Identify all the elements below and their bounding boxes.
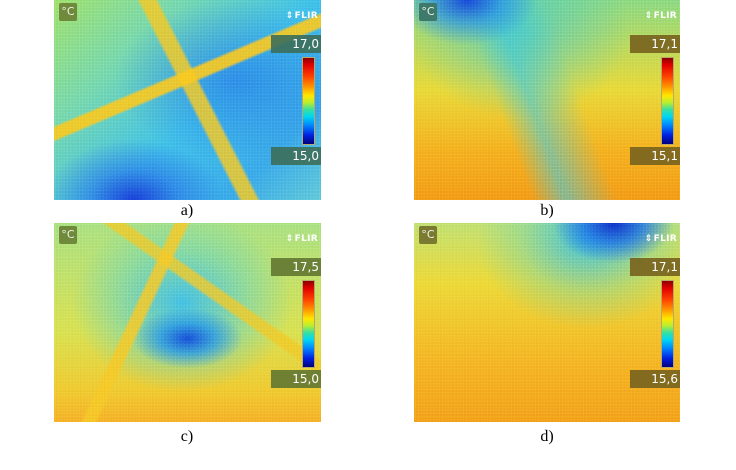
thermal-image-a: °C ⇕ FLIR 17,0 15,0 bbox=[54, 0, 321, 200]
scale-max-value: 17,5 bbox=[271, 258, 321, 276]
temperature-unit-badge: °C bbox=[419, 226, 437, 244]
scale-max-value: 17,1 bbox=[630, 258, 680, 276]
temperature-unit-badge: °C bbox=[419, 3, 437, 21]
caption-c: c) bbox=[180, 428, 194, 445]
brand-text: FLIR bbox=[653, 11, 677, 21]
temperature-colorbar bbox=[302, 280, 315, 368]
temperature-colorbar bbox=[661, 57, 674, 145]
sensor-noise-texture bbox=[414, 0, 680, 200]
scale-max-value: 17,1 bbox=[630, 35, 680, 53]
scale-min-value: 15,0 bbox=[271, 370, 321, 388]
temperature-colorbar bbox=[302, 57, 315, 145]
scale-max-value: 17,0 bbox=[271, 35, 321, 53]
flir-brand-logo: ⇕ FLIR bbox=[286, 234, 318, 244]
flir-logo-icon: ⇕ bbox=[644, 233, 653, 244]
flir-logo-icon: ⇕ bbox=[285, 10, 294, 21]
temperature-colorbar bbox=[661, 280, 674, 368]
sensor-noise-texture bbox=[54, 0, 321, 200]
flir-logo-icon: ⇕ bbox=[644, 10, 653, 21]
flir-brand-logo: ⇕ FLIR bbox=[286, 11, 318, 21]
sensor-noise-texture bbox=[414, 223, 680, 422]
brand-text: FLIR bbox=[294, 11, 318, 21]
flir-brand-logo: ⇕ FLIR bbox=[645, 11, 677, 21]
flir-logo-icon: ⇕ bbox=[285, 233, 294, 244]
caption-a: a) bbox=[180, 202, 194, 219]
brand-text: FLIR bbox=[294, 234, 318, 244]
scale-min-value: 15,0 bbox=[271, 147, 321, 165]
temperature-unit-badge: °C bbox=[59, 226, 77, 244]
brand-text: FLIR bbox=[653, 234, 677, 244]
thermal-image-b: °C ⇕ FLIR 17,1 15,1 bbox=[414, 0, 680, 200]
scale-min-value: 15,1 bbox=[630, 147, 680, 165]
thermal-image-d: °C ⇕ FLIR 17,1 15,6 bbox=[414, 223, 680, 422]
caption-d: d) bbox=[540, 428, 554, 445]
sensor-noise-texture bbox=[54, 223, 321, 422]
scale-min-value: 15,6 bbox=[630, 370, 680, 388]
caption-b: b) bbox=[540, 202, 554, 219]
thermal-image-c: °C ⇕ FLIR 17,5 15,0 bbox=[54, 223, 321, 422]
flir-brand-logo: ⇕ FLIR bbox=[645, 234, 677, 244]
temperature-unit-badge: °C bbox=[59, 3, 77, 21]
